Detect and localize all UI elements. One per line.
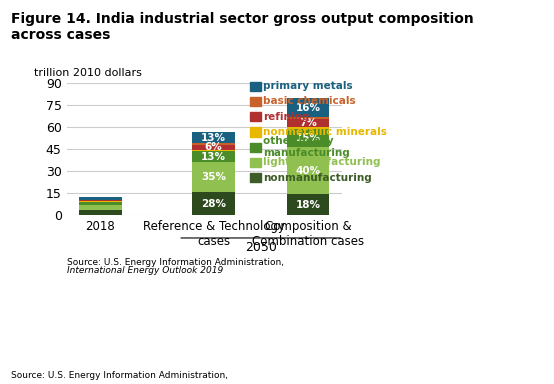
Bar: [192, 162, 235, 192]
Text: 13%: 13%: [201, 152, 226, 162]
Text: 7%: 7%: [299, 118, 317, 128]
Bar: [79, 197, 121, 200]
Text: 16%: 16%: [295, 103, 320, 113]
Bar: [287, 129, 329, 147]
Bar: [249, 112, 260, 121]
Bar: [287, 119, 329, 127]
Bar: [192, 145, 235, 150]
Bar: [192, 151, 235, 162]
Text: refining: refining: [263, 112, 310, 122]
Bar: [249, 173, 260, 182]
Bar: [192, 132, 235, 143]
Text: 35%: 35%: [201, 172, 226, 182]
Bar: [192, 192, 235, 215]
Text: 15%: 15%: [295, 133, 320, 143]
Text: nonmanufacturing: nonmanufacturing: [263, 173, 372, 183]
Bar: [249, 127, 260, 137]
Text: International Energy Outlook 2019: International Energy Outlook 2019: [66, 266, 223, 275]
Bar: [79, 210, 121, 215]
Text: Source: U.S. Energy Information Administration,: Source: U.S. Energy Information Administ…: [11, 371, 231, 380]
Text: 13%: 13%: [201, 133, 226, 143]
Text: Figure 14. India industrial sector gross output composition
across cases: Figure 14. India industrial sector gross…: [11, 12, 474, 42]
Text: 18%: 18%: [295, 200, 320, 210]
Bar: [249, 158, 260, 167]
Bar: [287, 127, 329, 129]
Text: basic chemicals: basic chemicals: [263, 96, 356, 106]
Bar: [287, 98, 329, 117]
Text: nonmetallic minerals: nonmetallic minerals: [263, 127, 387, 137]
Text: other heavy
manufacturing: other heavy manufacturing: [263, 136, 350, 158]
Text: 40%: 40%: [295, 166, 321, 175]
Bar: [287, 147, 329, 194]
Text: light manufacturing: light manufacturing: [263, 157, 381, 167]
Bar: [79, 200, 121, 202]
Text: primary metals: primary metals: [263, 81, 353, 91]
Bar: [249, 81, 260, 91]
Text: 2050: 2050: [245, 241, 276, 253]
Bar: [192, 150, 235, 151]
Bar: [79, 205, 121, 210]
Text: 28%: 28%: [201, 199, 226, 209]
Bar: [287, 194, 329, 215]
Text: trillion 2010 dollars: trillion 2010 dollars: [33, 68, 141, 78]
Bar: [249, 142, 260, 152]
Bar: [192, 143, 235, 145]
Bar: [287, 117, 329, 119]
Bar: [79, 202, 121, 205]
Text: 6%: 6%: [204, 142, 222, 152]
Bar: [249, 97, 260, 106]
Text: Source: U.S. Energy Information Administration,: Source: U.S. Energy Information Administ…: [66, 258, 286, 267]
